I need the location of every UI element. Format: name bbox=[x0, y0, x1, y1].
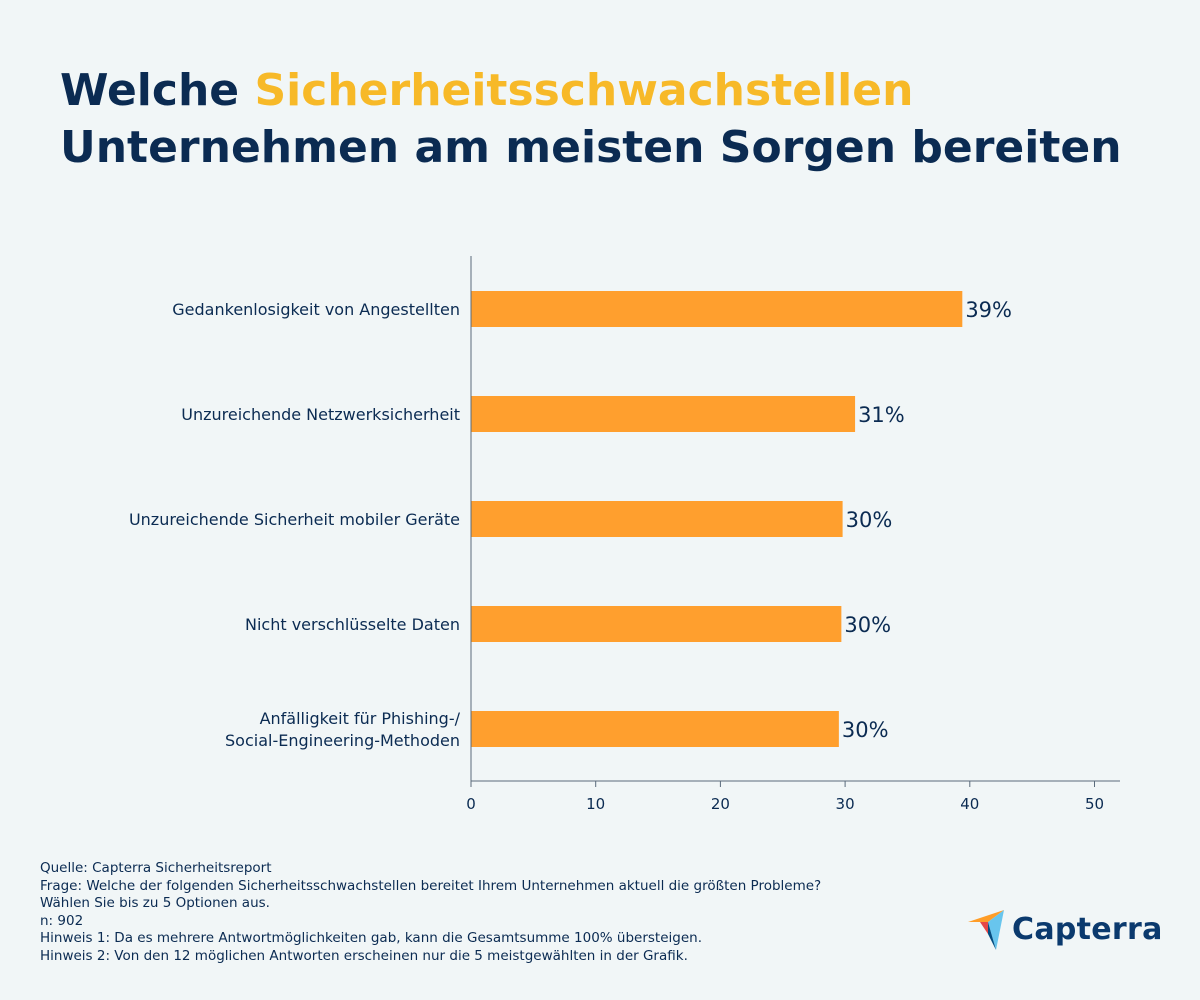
x-tick-label: 40 bbox=[960, 795, 979, 813]
x-tick-label: 0 bbox=[466, 795, 476, 813]
bar bbox=[471, 606, 842, 642]
footnotes: Quelle: Capterra Sicherheitsreport Frage… bbox=[40, 860, 940, 965]
footnote-instruction: Wählen Sie bis zu 5 Optionen aus. bbox=[40, 895, 270, 911]
x-tick-label: 50 bbox=[1085, 795, 1104, 813]
value-label: 30% bbox=[846, 508, 893, 532]
bar bbox=[471, 711, 839, 747]
bar bbox=[471, 396, 856, 432]
title-highlight: Sicherheitsschwachstellen bbox=[254, 65, 914, 116]
bar bbox=[471, 501, 843, 537]
x-tick-label: 10 bbox=[586, 795, 605, 813]
title-line2: Unternehmen am meisten Sorgen bereiten bbox=[60, 122, 1122, 173]
footnote-question: Frage: Welche der folgenden Sicherheitss… bbox=[40, 877, 822, 894]
title-prefix: Welche bbox=[60, 65, 255, 116]
bar bbox=[471, 291, 963, 327]
footnote-source: Quelle: Capterra Sicherheitsreport bbox=[40, 860, 272, 876]
footnote-note-2: Hinweis 2: Von den 12 möglichen Antworte… bbox=[40, 947, 688, 964]
x-tick-label: 20 bbox=[711, 795, 730, 813]
value-label: 30% bbox=[842, 718, 889, 742]
bars-layer: 39% 31% 30% 30% 30% bbox=[471, 291, 1012, 747]
axes-layer: Gedankenlosigkeit von Angestellten Unzure… bbox=[129, 256, 1120, 813]
footnote-sample-size: n: 902 bbox=[40, 912, 84, 929]
capterra-arrow-icon bbox=[968, 910, 1004, 950]
logo-text: Capterra bbox=[1012, 911, 1163, 947]
footnote-note-1: Hinweis 1: Da es mehrere Antwortmöglichk… bbox=[40, 930, 702, 946]
bar-chart: 39% 31% 30% 30% 30% Gedankenlosigkeit von An… bbox=[129, 256, 1120, 813]
value-label: 31% bbox=[858, 403, 905, 427]
category-label: Social-Engineering-Methoden bbox=[225, 731, 460, 750]
category-label: Gedankenlosigkeit von Angestellten bbox=[172, 300, 460, 319]
value-label: 39% bbox=[965, 298, 1012, 322]
x-tick-label: 30 bbox=[836, 795, 855, 813]
value-label: 30% bbox=[844, 613, 891, 637]
capterra-logo: Capterra bbox=[966, 908, 1163, 950]
category-label: Unzureichende Sicherheit mobiler Geräte bbox=[129, 510, 460, 529]
chart-title: Welche Sicherheitsschwachstellen Unterne… bbox=[60, 62, 1160, 176]
category-label: Nicht verschlüsselte Daten bbox=[245, 615, 460, 634]
category-label: Unzureichende Netzwerksicherheit bbox=[181, 405, 460, 424]
category-label: Anfälligkeit für Phishing-/ bbox=[260, 709, 461, 728]
